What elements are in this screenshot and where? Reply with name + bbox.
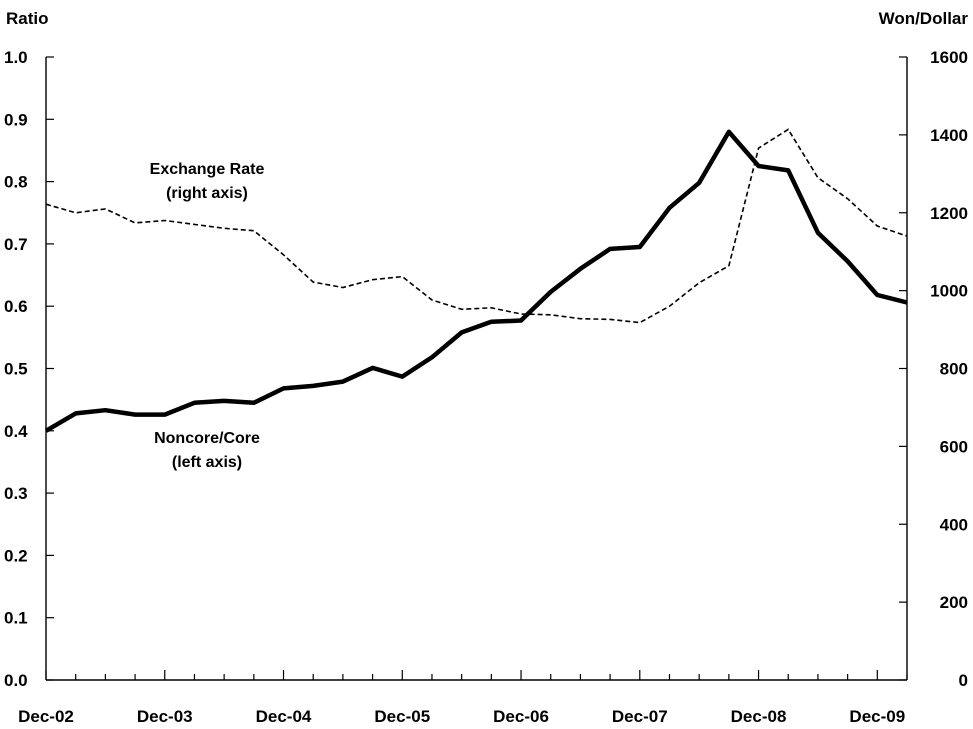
noncore-core-line <box>44 129 908 433</box>
left-tick-label: 0.9 <box>4 110 28 129</box>
left-tick-label: 0.3 <box>4 484 28 503</box>
right-tick-label: 0 <box>959 671 968 690</box>
axes <box>45 57 908 681</box>
left-tick-label: 0.5 <box>4 360 28 379</box>
right-tick-label: 800 <box>940 360 968 379</box>
right-axis-title: Won/Dollar <box>879 9 969 28</box>
exchange-rate-axis-note: (right axis) <box>166 185 248 202</box>
left-tick-label: 0.7 <box>4 235 28 254</box>
right-tick-label: 200 <box>940 593 968 612</box>
x-tick-label: Dec-05 <box>374 707 430 726</box>
left-tick-label: 0.0 <box>4 671 28 690</box>
right-tick-label: 600 <box>940 437 968 456</box>
left-tick-label: 0.2 <box>4 546 28 565</box>
x-tick-label: Dec-04 <box>256 707 312 726</box>
x-tick-label: Dec-06 <box>493 707 549 726</box>
right-tick-label: 1400 <box>930 126 968 145</box>
right-axis-ticks: 0 200 400 600 800 1000 1200 1400 1600 <box>899 48 968 690</box>
x-tick-label: Dec-09 <box>849 707 905 726</box>
exchange-rate-line <box>45 128 908 324</box>
x-tick-label: Dec-02 <box>18 707 74 726</box>
x-tick-label: Dec-07 <box>612 707 668 726</box>
left-tick-label: 1.0 <box>4 48 28 67</box>
left-tick-label: 0.6 <box>4 297 28 316</box>
right-tick-label: 1200 <box>930 204 968 223</box>
left-axis-ticks: 0.0 0.1 0.2 0.3 0.4 0.5 0.6 0.7 0.8 0.9 1.0 <box>4 48 54 690</box>
exchange-rate-label: Exchange Rate <box>150 161 265 178</box>
left-axis-title: Ratio <box>6 9 49 28</box>
x-axis-ticks: Dec-02 Dec-03 Dec-04 Dec-05 Dec-06 Dec-07 Dec-… <box>18 670 908 726</box>
noncore-core-axis-note: (left axis) <box>172 454 242 471</box>
x-tick-label: Dec-03 <box>137 707 193 726</box>
x-tick-label: Dec-08 <box>731 707 787 726</box>
right-tick-label: 400 <box>940 515 968 534</box>
right-tick-label: 1000 <box>930 282 968 301</box>
left-tick-label: 0.1 <box>4 609 28 628</box>
right-tick-label: 1600 <box>930 48 968 67</box>
left-tick-label: 0.4 <box>4 422 28 441</box>
left-tick-label: 0.8 <box>4 173 28 192</box>
noncore-core-label: Noncore/Core <box>154 430 260 447</box>
